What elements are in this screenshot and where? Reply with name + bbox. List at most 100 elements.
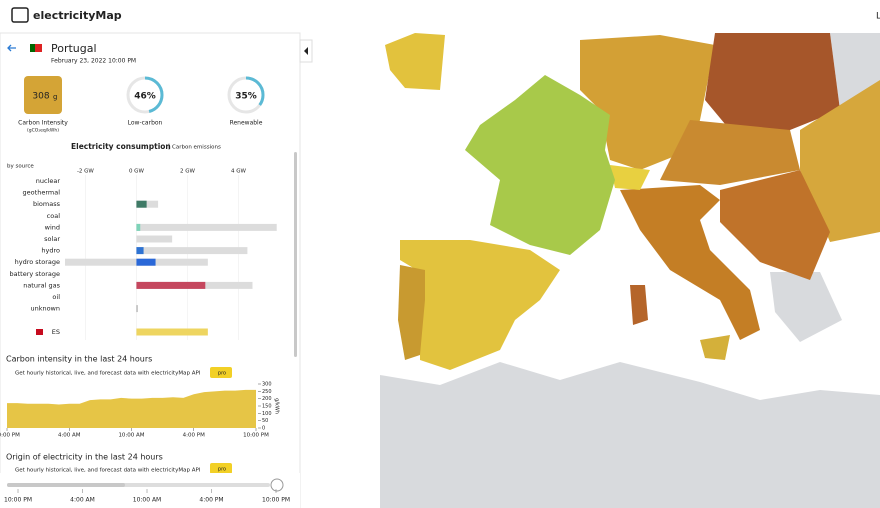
renewable-value: 35% xyxy=(235,92,257,102)
portugal xyxy=(398,265,425,360)
x-tick-label: 10:00 AM xyxy=(118,433,144,439)
uk xyxy=(385,33,445,90)
x-tick-label: 0 GW xyxy=(129,169,145,175)
production-bar xyxy=(136,328,208,336)
category-label: natural gas xyxy=(23,281,60,289)
capacity-bar xyxy=(136,200,159,208)
y2-tick-label: 250 xyxy=(262,389,272,395)
back-button[interactable] xyxy=(7,44,16,52)
renewable-label: Renewable xyxy=(230,120,263,127)
flag xyxy=(30,44,42,52)
slider-tick-label: 4:00 AM xyxy=(70,497,95,504)
low-carbon-label: Low-carbon xyxy=(128,120,163,127)
slider-tick-label: 4:00 PM xyxy=(199,497,223,504)
carbon-label: Carbon Intensity xyxy=(18,120,68,127)
zone-datetime: February 23, 2022 10:00 PM xyxy=(51,58,136,65)
balkans xyxy=(720,170,830,280)
production-bar xyxy=(136,258,156,266)
category-label: wind xyxy=(45,223,60,231)
y2-axis-label: g/kWh xyxy=(274,398,280,414)
switzerland xyxy=(610,165,650,190)
collapse-icon xyxy=(304,47,308,55)
gauge-arc xyxy=(227,76,265,114)
sicily xyxy=(700,335,730,360)
category-label: battery storage xyxy=(10,270,60,278)
map xyxy=(300,33,880,508)
sardinia xyxy=(630,285,648,325)
slider-tick-label: 10:00 PM xyxy=(262,497,290,504)
capacity-bar xyxy=(136,247,248,255)
slider-tick-label: 10:00 AM xyxy=(133,497,161,504)
spain xyxy=(400,240,560,370)
romania xyxy=(800,80,880,242)
capacity-bar xyxy=(136,223,277,231)
category-label: hydro xyxy=(41,247,60,255)
y2-tick-label: 300 xyxy=(262,382,272,388)
carbon-value: 308 xyxy=(32,92,49,102)
x-tick-label: 4 GW xyxy=(231,169,247,175)
pro-badge[interactable] xyxy=(210,367,232,378)
tab-separator: | xyxy=(168,144,170,151)
api-link[interactable]: Get hourly historical, live, and forecas… xyxy=(15,371,201,377)
carbon-unit-label: (gCO₂eq/kWh) xyxy=(27,128,59,134)
origin-title: Origin of electricity in the last 24 hou… xyxy=(6,453,163,462)
x-tick-label: 4:00 PM xyxy=(183,433,205,439)
germany xyxy=(580,35,715,170)
user-initial[interactable]: L xyxy=(876,12,880,22)
category-label: oil xyxy=(52,293,60,301)
x-tick-label: 10:00 PM xyxy=(243,433,269,439)
france xyxy=(465,75,615,255)
header xyxy=(0,0,880,33)
slider-tick-label: 10:00 PM xyxy=(4,497,32,504)
slider-knob[interactable] xyxy=(270,478,284,492)
italy xyxy=(620,185,760,340)
tab-other[interactable]: Carbon emissions xyxy=(172,145,221,151)
central-europe xyxy=(660,120,800,185)
production-bar xyxy=(136,247,144,255)
pro-label: pro xyxy=(218,371,226,377)
tab-active[interactable]: Electricity consumption xyxy=(71,142,171,151)
category-label: hydro storage xyxy=(15,258,60,266)
slider-panel xyxy=(0,473,300,508)
x-tick-label: -2 GW xyxy=(77,169,94,175)
production-bar xyxy=(136,223,141,231)
carbon-box xyxy=(24,76,62,114)
slider-fill xyxy=(7,483,125,487)
africa xyxy=(380,362,880,508)
low-carbon-value: 46% xyxy=(134,92,156,102)
y2-tick-label: 50 xyxy=(262,418,268,424)
category-label: geothermal xyxy=(23,189,61,197)
category-label: solar xyxy=(44,235,60,243)
y2-tick-label: 100 xyxy=(262,411,272,417)
production-bar xyxy=(136,305,138,313)
pro-label: pro xyxy=(218,467,226,473)
poland xyxy=(705,33,840,130)
flag-green xyxy=(30,44,35,52)
capacity-bar xyxy=(136,235,173,243)
category-label: nuclear xyxy=(36,177,61,185)
category-label: coal xyxy=(47,212,61,220)
category-label: biomass xyxy=(33,200,61,208)
y2-tick-label: 200 xyxy=(262,396,272,402)
x-tick-label: 2 GW xyxy=(180,169,196,175)
y2-tick-label: 0 xyxy=(262,426,265,432)
area xyxy=(7,389,256,428)
x-tick-label: 4:00 AM xyxy=(58,433,81,439)
capacity-bar xyxy=(65,258,208,266)
api-link[interactable]: Get hourly historical, live, and forecas… xyxy=(15,468,201,474)
logo-icon xyxy=(11,7,29,23)
pro-badge[interactable] xyxy=(210,463,232,474)
brand[interactable]: electricityMap xyxy=(33,9,122,22)
scrollbar[interactable] xyxy=(294,152,297,357)
bar-axis-label: by source xyxy=(7,164,34,170)
category-label: ES xyxy=(52,328,60,336)
es-flag xyxy=(36,329,43,335)
land-nodata xyxy=(830,33,880,110)
greece xyxy=(770,272,842,342)
production-bar xyxy=(136,200,147,208)
zone-name: Portugal xyxy=(51,42,97,55)
production-bar xyxy=(136,281,206,289)
y2-tick-label: 150 xyxy=(262,404,272,410)
